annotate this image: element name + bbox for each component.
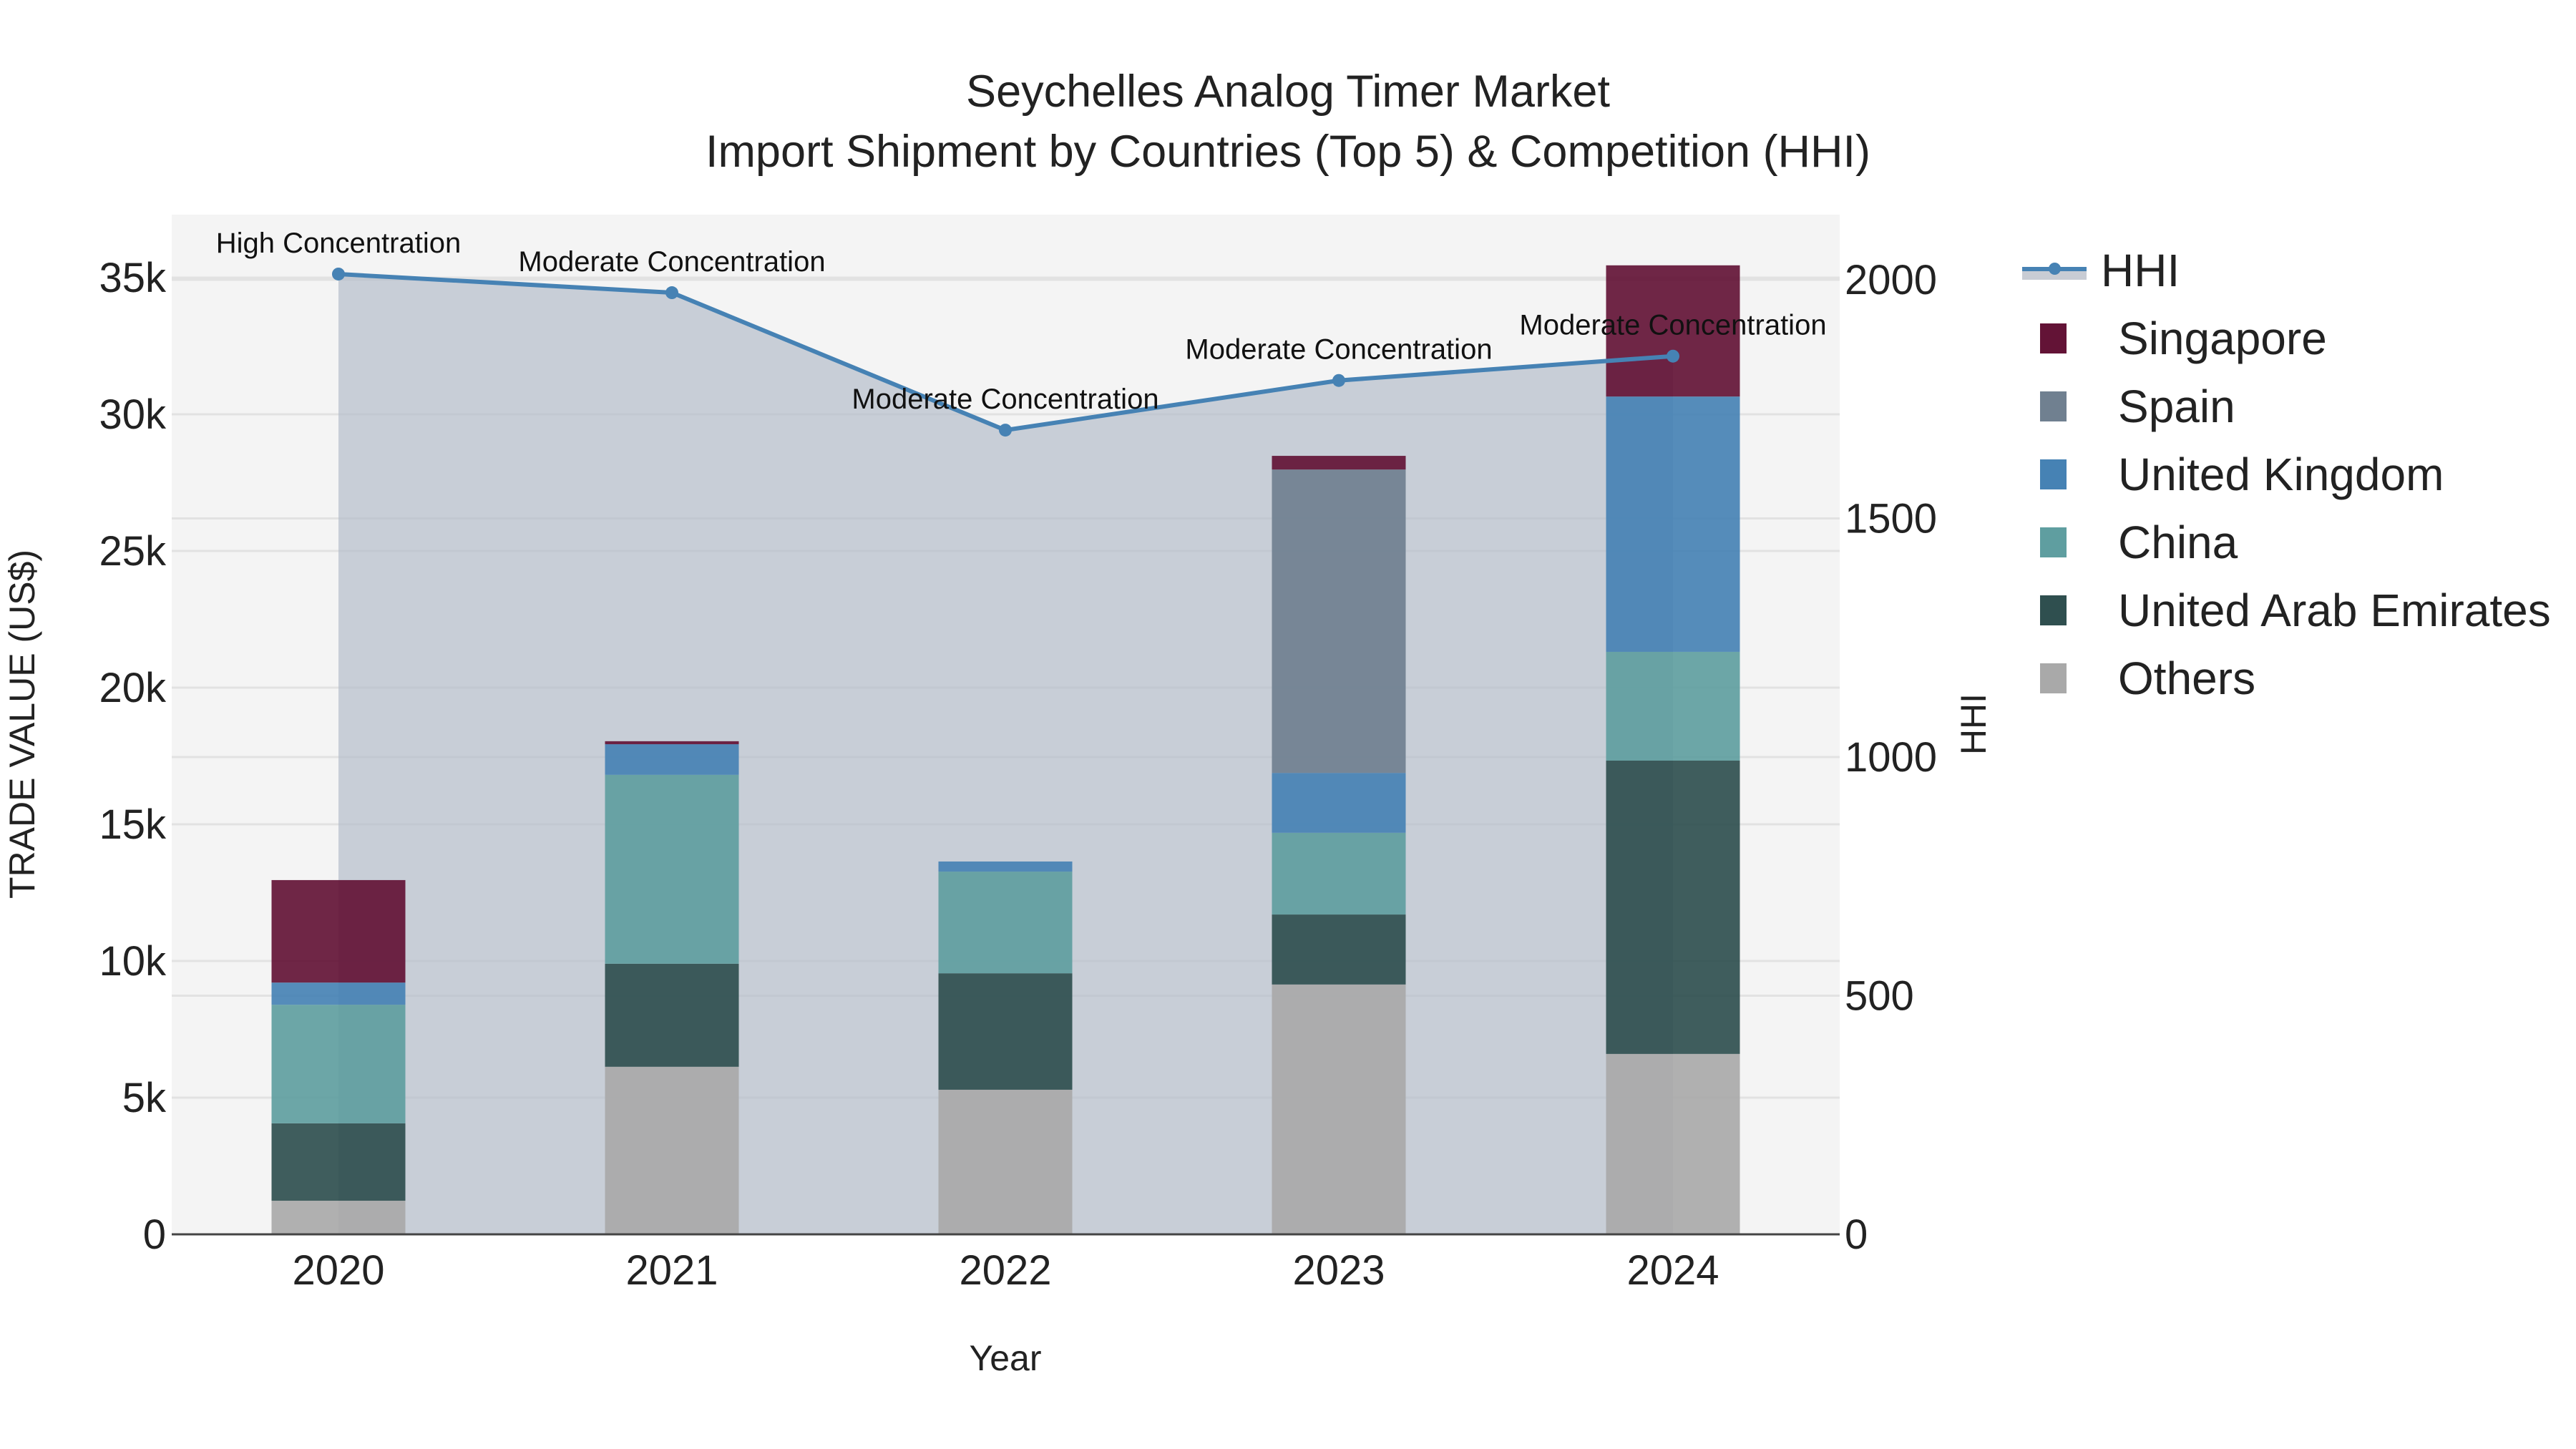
bar-segment-china[interactable]: [938, 872, 1073, 974]
hhi-annotation-label: Moderate Concentration: [852, 384, 1158, 415]
bar-segment-united-kingdom[interactable]: [1272, 773, 1406, 833]
hhi-point-marker[interactable]: [999, 424, 1012, 437]
y-right-tick-label: 500: [1845, 973, 1914, 1020]
bar-segment-united-kingdom[interactable]: [605, 744, 739, 775]
legend-label: Spain: [2118, 380, 2235, 432]
bar-segment-china[interactable]: [271, 1005, 406, 1123]
y-left-tick-label: 30k: [99, 391, 167, 438]
bar-segment-others[interactable]: [1606, 1053, 1740, 1234]
y-left-tick-label: 5k: [122, 1075, 167, 1121]
legend-item-singapore[interactable]: Singapore: [2022, 304, 2551, 372]
bar-segment-singapore[interactable]: [1606, 265, 1740, 397]
square-swatch-icon: [2040, 391, 2067, 421]
y-right-tick-label: 1000: [1845, 734, 1937, 781]
y-left-tick-label: 10k: [99, 938, 167, 985]
hhi-point-marker[interactable]: [1667, 349, 1679, 363]
bar-segment-singapore[interactable]: [271, 879, 406, 983]
bar-segment-united-kingdom[interactable]: [271, 982, 406, 1005]
hhi-annotation-label: Moderate Concentration: [1185, 334, 1492, 366]
legend-item-spain[interactable]: Spain: [2022, 372, 2551, 440]
legend-item-united-arab-emirates[interactable]: United Arab Emirates: [2022, 576, 2551, 644]
bar-segment-singapore[interactable]: [1272, 456, 1406, 470]
y-left-tick-label: 15k: [99, 801, 167, 848]
legend: HHI Singapore Spain United Kingdom China…: [2022, 236, 2551, 712]
y-left-tick-label: 35k: [99, 255, 167, 301]
legend-label: Singapore: [2118, 312, 2327, 364]
bar-segment-spain[interactable]: [1272, 469, 1406, 774]
bar-segment-united-arab-emirates[interactable]: [1606, 760, 1740, 1054]
square-swatch-icon: [2040, 527, 2067, 557]
bar-segment-china[interactable]: [1272, 832, 1406, 915]
x-tick-label: 2021: [625, 1247, 718, 1294]
legend-label: United Kingdom: [2118, 448, 2444, 500]
x-tick-label: 2020: [292, 1247, 384, 1294]
bar-segment-others[interactable]: [938, 1089, 1073, 1234]
y-left-tick-label: 25k: [99, 528, 167, 575]
hhi-point-marker[interactable]: [332, 267, 345, 280]
y-axis-left-title: TRADE VALUE (US$): [2, 550, 42, 899]
legend-label: Others: [2118, 652, 2256, 704]
legend-item-china[interactable]: China: [2022, 508, 2551, 576]
bar-segment-united-kingdom[interactable]: [1606, 396, 1740, 652]
x-tick-label: 2022: [959, 1247, 1051, 1294]
legend-label: HHI: [2101, 244, 2180, 296]
legend-label: United Arab Emirates: [2118, 584, 2551, 636]
y-right-tick-label: 2000: [1845, 257, 1937, 303]
hhi-annotation-label: Moderate Concentration: [1519, 310, 1826, 341]
bar-segment-united-arab-emirates[interactable]: [938, 973, 1073, 1090]
y-left-tick-label: 20k: [99, 665, 167, 711]
x-axis-title: Year: [969, 1338, 1041, 1378]
hhi-annotation-label: Moderate Concentration: [518, 246, 825, 278]
square-swatch-icon: [2040, 595, 2067, 625]
y-right-tick-label: 0: [1845, 1211, 1868, 1258]
x-tick-label: 2024: [1626, 1247, 1719, 1294]
bar-segment-others[interactable]: [605, 1066, 739, 1234]
hhi-line: [332, 267, 1679, 437]
y-axis-right-ticks: 0 500 1000 1500 2000: [1845, 257, 1937, 1258]
bar-segment-singapore[interactable]: [605, 741, 739, 745]
stacked-bars: [271, 265, 1740, 1234]
y-axis-left-ticks: 0 5k 10k 15k 20k 25k 30k 35k: [99, 255, 167, 1258]
hhi-annotations: High Concentration Moderate Concentration…: [216, 228, 1827, 415]
bar-segment-united-arab-emirates[interactable]: [1272, 914, 1406, 985]
line-marker-icon: [2022, 261, 2087, 280]
bar-segment-united-arab-emirates[interactable]: [605, 963, 739, 1067]
y-axis-right-title: HHI: [1953, 693, 1994, 755]
bar-segment-china[interactable]: [1606, 651, 1740, 761]
x-axis-ticks: 2020 2021 2022 2023 2024: [292, 1247, 1719, 1294]
legend-item-united-kingdom[interactable]: United Kingdom: [2022, 440, 2551, 508]
square-swatch-icon: [2040, 663, 2067, 693]
hhi-annotation-label: High Concentration: [216, 228, 461, 259]
bar-segment-united-kingdom[interactable]: [938, 861, 1073, 872]
chart-title-line-1: Seychelles Analog Timer Market: [966, 67, 1610, 117]
x-tick-label: 2023: [1292, 1247, 1385, 1294]
hhi-point-marker[interactable]: [665, 286, 678, 300]
square-swatch-icon: [2040, 459, 2067, 489]
bar-segment-china[interactable]: [605, 774, 739, 964]
y-right-tick-label: 1500: [1845, 496, 1937, 542]
legend-label: China: [2118, 516, 2238, 568]
legend-item-others[interactable]: Others: [2022, 644, 2551, 712]
chart-title-line-2: Import Shipment by Countries (Top 5) & C…: [705, 127, 1871, 177]
bar-segment-others[interactable]: [271, 1201, 406, 1234]
bar-segment-others[interactable]: [1272, 984, 1406, 1234]
hhi-point-marker[interactable]: [1332, 374, 1345, 387]
bar-segment-united-arab-emirates[interactable]: [271, 1123, 406, 1201]
square-swatch-icon: [2040, 323, 2067, 353]
y-left-tick-label: 0: [143, 1211, 166, 1258]
legend-item-hhi[interactable]: HHI: [2022, 236, 2551, 304]
